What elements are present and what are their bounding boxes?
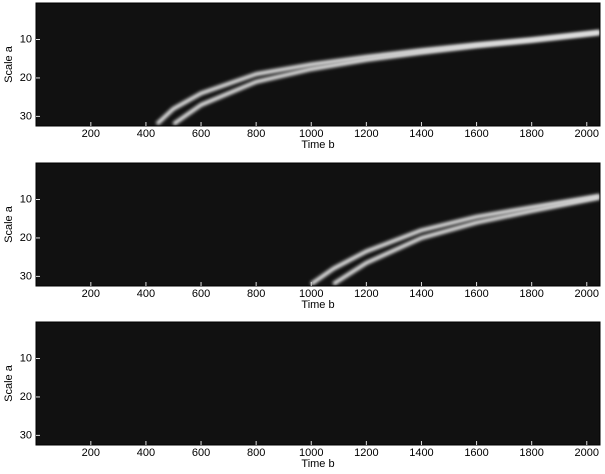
x-tick-label: 400 <box>137 128 155 140</box>
x-tick-label: 1400 <box>409 288 433 300</box>
axes-box <box>35 2 601 127</box>
y-tick-label: 20 <box>20 72 32 84</box>
y-tick-label: 30 <box>20 110 32 122</box>
x-tick-label: 1400 <box>409 447 433 459</box>
ridge <box>310 193 600 286</box>
x-tick-label: 1600 <box>464 288 488 300</box>
y-tick-label: 30 <box>20 270 32 282</box>
ridge <box>332 195 600 286</box>
x-tick-label: 2000 <box>575 447 599 459</box>
x-tick-label: 400 <box>137 447 155 459</box>
x-tick-label: 1000 <box>299 128 323 140</box>
x-tick-label: 1200 <box>354 128 378 140</box>
x-tick-label: 2000 <box>575 288 599 300</box>
x-tick-label: 800 <box>247 447 265 459</box>
x-tick-label: 200 <box>82 128 100 140</box>
x-tick-label: 600 <box>192 128 210 140</box>
x-tick-label: 2000 <box>575 128 599 140</box>
plot-background <box>36 163 600 286</box>
axes-box <box>35 321 601 446</box>
x-axis-label: Time b <box>301 299 334 311</box>
plot-background <box>36 322 600 445</box>
panel: 200 400 600 800 1000 1200 1400 1600 1800 2000 10 20… <box>3 2 601 151</box>
x-tick-label: 1200 <box>354 447 378 459</box>
x-tick-label: 600 <box>192 447 210 459</box>
y-tick-label: 20 <box>20 232 32 244</box>
x-tick-label: 1800 <box>519 288 543 300</box>
x-tick-label: 200 <box>82 288 100 300</box>
x-axis-label: Time b <box>301 458 334 470</box>
x-tick-label: 1600 <box>464 128 488 140</box>
x-tick-label: 200 <box>82 447 100 459</box>
y-tick-label: 10 <box>20 193 32 205</box>
x-axis-label: Time b <box>301 139 334 151</box>
axes-box <box>35 162 601 287</box>
y-axis-label: Scale a <box>3 45 15 83</box>
y-tick-label: 30 <box>20 429 32 441</box>
y-tick-label: 20 <box>20 391 32 403</box>
x-tick-label: 1000 <box>299 288 323 300</box>
x-tick-label: 400 <box>137 288 155 300</box>
panel: 200 400 600 800 1000 1200 1400 1600 1800 2000 10 20… <box>3 162 601 311</box>
ridge <box>172 30 600 126</box>
y-axis-label: Scale a <box>3 205 15 243</box>
y-axis-label: Scale a <box>3 364 15 402</box>
x-tick-label: 1400 <box>409 128 433 140</box>
y-tick-label: 10 <box>20 352 32 364</box>
x-tick-label: 1000 <box>299 447 323 459</box>
x-tick-label: 1800 <box>519 447 543 459</box>
x-tick-label: 600 <box>192 288 210 300</box>
x-tick-label: 1200 <box>354 288 378 300</box>
panel: 200 400 600 800 1000 1200 1400 1600 1800 2000 10 20… <box>3 321 601 470</box>
y-tick-label: 10 <box>20 33 32 45</box>
x-tick-label: 800 <box>247 128 265 140</box>
x-tick-label: 1800 <box>519 128 543 140</box>
x-tick-label: 800 <box>247 288 265 300</box>
x-tick-label: 1600 <box>464 447 488 459</box>
